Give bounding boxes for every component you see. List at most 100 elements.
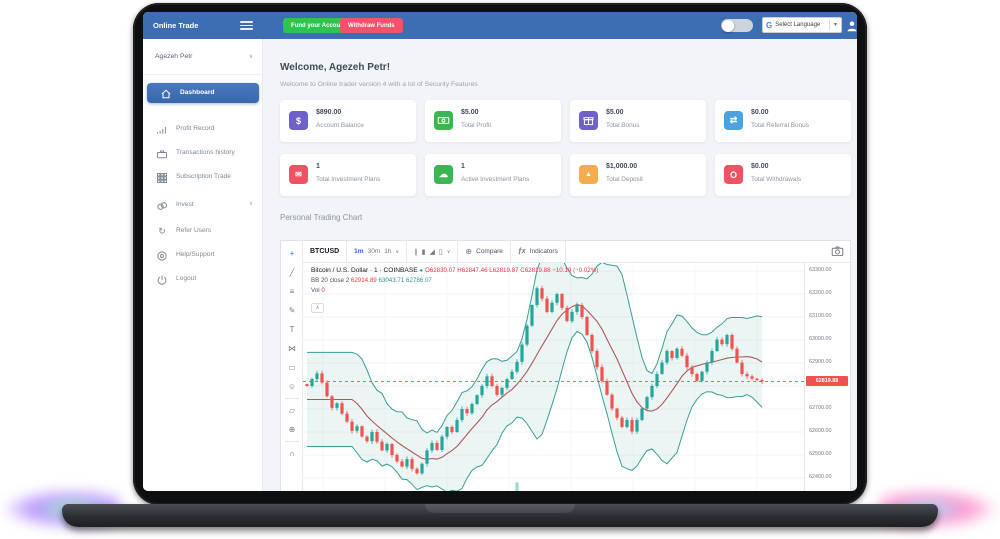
cloud-icon: ☁ [434, 165, 453, 184]
toggle-knob [722, 19, 734, 32]
xabcd-pattern-tool-icon[interactable]: ⋈ [288, 344, 296, 353]
bar-chart-icon [156, 123, 168, 135]
candles-style-icon[interactable]: ▮ [421, 248, 426, 256]
language-selector[interactable]: G Select Language ▼ [762, 17, 842, 33]
language-caret-icon: ▼ [833, 22, 838, 28]
long-position-tool-icon[interactable]: ▭ [288, 363, 296, 372]
fund-account-button[interactable]: Fund your Account [283, 18, 354, 33]
legend-vol-label[interactable]: Vol [311, 287, 320, 294]
sidebar-item-invest[interactable]: Invest ∨ [143, 195, 263, 215]
sidebar-item-dashboard[interactable]: Dashboard [147, 83, 259, 103]
chart-plot-area[interactable]: Bitcoin / U.S. Dollar · 1 · COINBASE ● O… [303, 263, 804, 491]
laptop-notch [425, 504, 575, 513]
card-total-withdrawals: O $0.00 Total Withdrawals [715, 154, 851, 196]
camera-icon[interactable] [831, 245, 844, 260]
sidebar-username: Agezeh Petr [155, 53, 193, 60]
main-content: Welcome, Agezeh Petr! Welcome to Online … [263, 39, 857, 491]
style-caret-icon[interactable]: ∨ [446, 248, 451, 255]
legend-bb-label[interactable]: BB 20 close 2 [311, 277, 350, 284]
indicators-button[interactable]: ƒx Indicators [517, 248, 558, 255]
card-total-deposit: ▲ $1,000.00 Total Deposit [570, 154, 706, 196]
sidebar-item-refer-users[interactable]: ↻ Refer Users [143, 221, 263, 241]
fib-retracement-tool-icon[interactable]: ≡ [289, 287, 295, 296]
coins-icon [156, 199, 168, 211]
legend-collapse-button[interactable]: ∧ [311, 303, 324, 313]
card-total-investment-plans: ✉ 1 Total Investment Plans [280, 154, 416, 196]
refer-icon: ↻ [158, 226, 166, 236]
gift-icon [579, 111, 598, 130]
section-title: Personal Trading Chart [280, 213, 363, 222]
indicators-fx-icon: ƒx [517, 248, 526, 255]
support-icon [156, 249, 168, 261]
legend-vol-value: 0 [321, 287, 325, 294]
banknote-icon [434, 111, 453, 130]
caret-up-icon: ▲ [579, 165, 598, 184]
briefcase-icon [156, 147, 168, 159]
envelope-icon: ✉ [289, 165, 308, 184]
language-selector-label: Select Language [775, 22, 821, 28]
exchange-icon: ⇄ [724, 111, 743, 130]
compare-plus-icon: ⊕ [465, 247, 473, 256]
app-brand: Online Trade [153, 21, 199, 30]
sidebar-item-logout[interactable]: Logout [143, 269, 263, 289]
interval-1m[interactable]: 1m [354, 248, 364, 255]
power-icon [156, 273, 168, 285]
emoji-tool-icon[interactable]: ☺ [287, 382, 297, 391]
legend-ohlc-values: O62830.07 H62847.46 L62819.87 C62819.88 … [424, 267, 599, 274]
crosshair-tool-icon[interactable]: + [289, 249, 295, 258]
sidebar-item-profit-record[interactable]: Profit Record [143, 119, 263, 139]
measure-tool-icon[interactable]: ▱ [288, 406, 296, 415]
top-navbar: Online Trade Fund your Account Withdraw … [143, 12, 857, 39]
circle-o-icon: O [724, 165, 743, 184]
withdraw-funds-button[interactable]: Withdraw Funds [340, 18, 403, 33]
area-style-icon[interactable]: ◢ [429, 248, 435, 256]
interval-caret-icon[interactable]: ∨ [395, 248, 400, 255]
dollar-icon: $ [289, 111, 308, 130]
card-total-bonus: $5.00 Total Bonus [570, 100, 706, 142]
page-title: Welcome, Agezeh Petr! [280, 62, 391, 73]
magnet-tool-icon[interactable]: ∩ [289, 449, 295, 458]
trendline-tool-icon[interactable]: ╱ [289, 268, 295, 277]
sidebar: Agezeh Petr ∨ Dashboard Profit Record Tr… [143, 39, 263, 491]
trading-chart-widget: + ╱ ≡ ✎ T ⋈ ▭ ☺ ▱ ⊕ ∩ BTCUSD [280, 240, 851, 491]
hamburger-menu-icon[interactable] [240, 21, 253, 30]
screen: Online Trade Fund your Account Withdraw … [143, 12, 857, 491]
legend-bb-upper: 63043.71 [378, 277, 405, 284]
card-total-referral-bonus: ⇄ $0.00 Total Referral Bonus [715, 100, 851, 142]
card-active-investment-plans: ☁ 1 Active Investment Plans [425, 154, 561, 196]
legend-bb-lower: 62786.07 [406, 277, 432, 284]
chart-legend: Bitcoin / U.S. Dollar · 1 · COINBASE ● O… [311, 267, 598, 294]
laptop-base [62, 504, 938, 527]
interval-1h[interactable]: 1h [384, 248, 392, 255]
hollow-candles-style-icon[interactable]: ▯ [438, 248, 443, 256]
zoom-in-tool-icon[interactable]: ⊕ [288, 425, 296, 434]
user-caret-icon: ∨ [248, 54, 253, 60]
sidebar-user-selector[interactable]: Agezeh Petr ∨ [143, 39, 263, 75]
sidebar-item-help-support[interactable]: Help/Support [143, 245, 263, 265]
bars-style-icon[interactable]: ∥ [414, 248, 418, 256]
price-axis[interactable]: 63300.00 63200.00 63100.00 63000.00 6290… [804, 263, 850, 491]
legend-bb-mid: 62914.89 [350, 277, 377, 284]
home-icon [160, 87, 172, 99]
user-avatar-icon[interactable] [846, 19, 857, 37]
legend-symbol-title[interactable]: Bitcoin / U.S. Dollar · 1 · COINBASE [311, 267, 418, 274]
brush-tool-icon[interactable]: ✎ [288, 306, 296, 315]
interval-30m[interactable]: 30m [367, 248, 381, 255]
page-subtitle: Welcome to Online trader version 4 with … [280, 81, 478, 88]
chart-canvas[interactable] [303, 263, 804, 491]
chart-toolbar: BTCUSD 1m 30m 1h ∨ ∥ ▮ ◢ ▯ ∨ [303, 240, 850, 263]
sidebar-item-subscription-trade[interactable]: Subscription Trade [143, 167, 263, 187]
text-tool-icon[interactable]: T [289, 325, 295, 334]
compare-button[interactable]: ⊕ Compare [465, 247, 503, 256]
sidebar-item-transactions-history[interactable]: Transactions history [143, 143, 263, 163]
invest-caret-icon: ∨ [248, 201, 253, 207]
theme-toggle[interactable] [721, 19, 753, 32]
card-account-balance: $ $890.00 Account Balance [280, 100, 416, 142]
symbol-label[interactable]: BTCUSD [310, 248, 340, 255]
grid-icon [156, 171, 168, 183]
status-dot-icon: ● [419, 268, 424, 274]
card-total-profit: $5.00 Total Profit [425, 100, 561, 142]
current-price-tag: 62819.88 [806, 376, 848, 386]
drawing-toolbar: + ╱ ≡ ✎ T ⋈ ▭ ☺ ▱ ⊕ ∩ [281, 241, 303, 491]
